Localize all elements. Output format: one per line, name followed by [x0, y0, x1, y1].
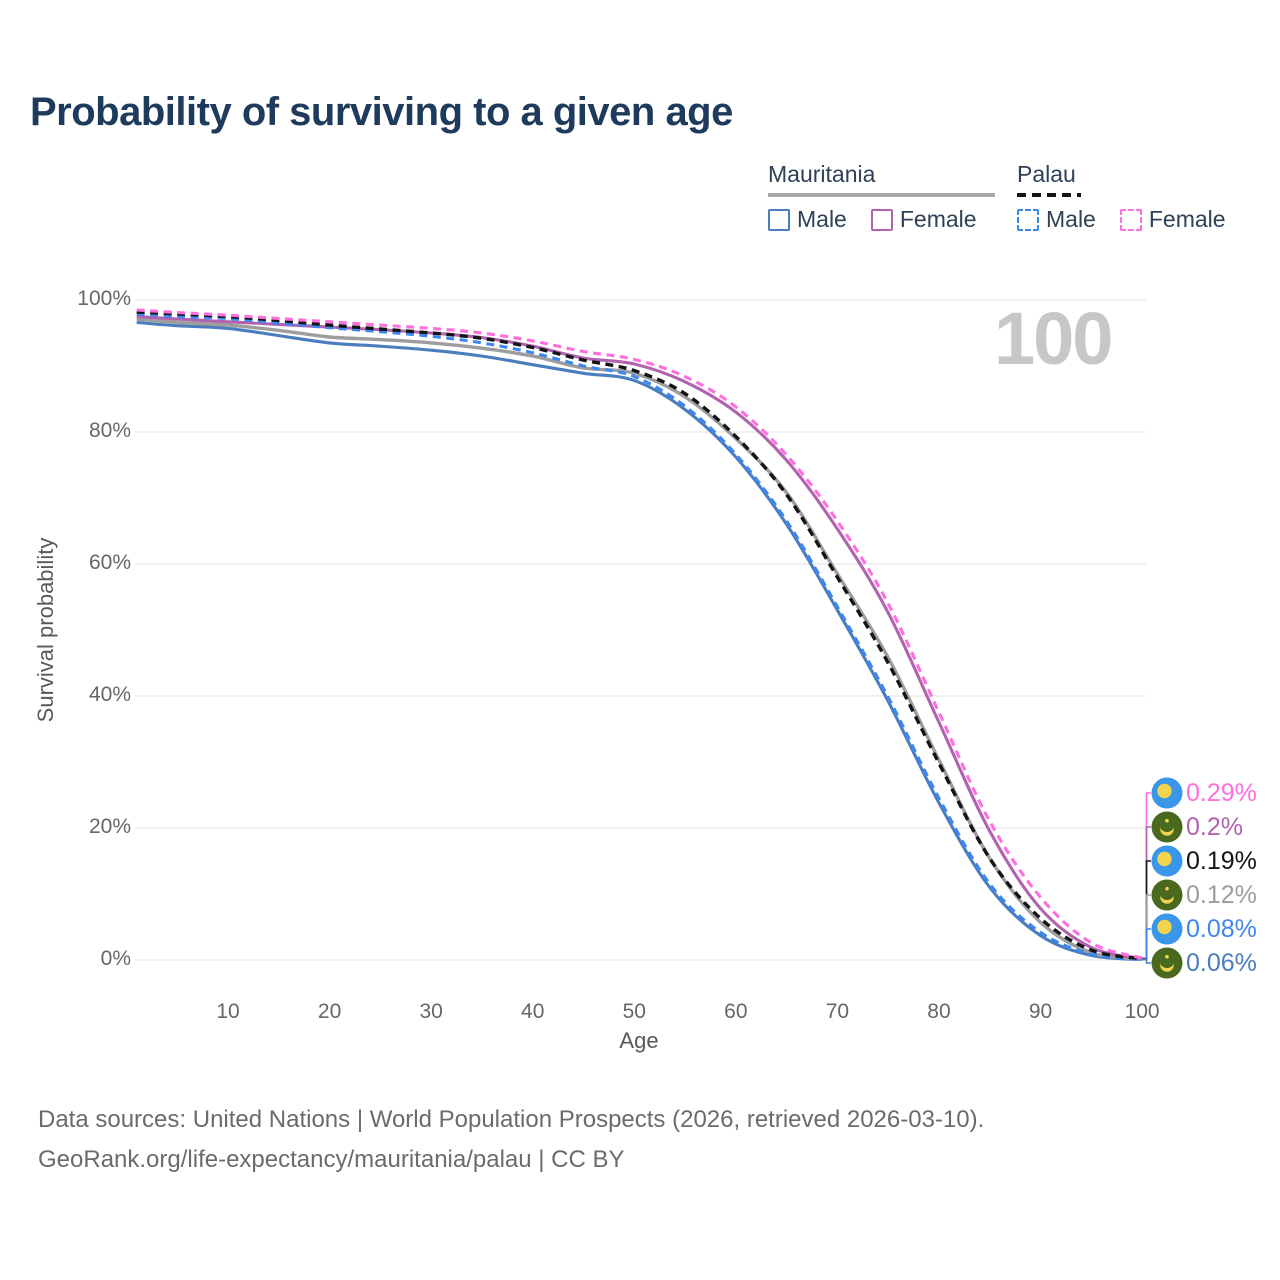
- palau-dashed-line-swatch: [1017, 193, 1081, 197]
- palau-female-swatch-icon: [1119, 208, 1142, 231]
- x-tick-label: 80: [927, 1000, 951, 1023]
- y-tick-label: 100%: [77, 287, 131, 310]
- legend-item-mauritania-female[interactable]: Female: [870, 206, 977, 233]
- mauritania-solid-line-swatch: [768, 193, 995, 197]
- curve-palau-female: [136, 308, 1143, 960]
- x-tick-label: 70: [825, 1000, 850, 1023]
- hover-age-watermark: 100: [994, 297, 1113, 380]
- legend-country-palau[interactable]: Palau: [1017, 161, 1076, 187]
- legend-group-palau: Palau Male Female: [1017, 161, 1244, 233]
- x-tick-label: 90: [1028, 1000, 1053, 1023]
- endpoint-label-mauritania-both-sexes: 0.12%: [1186, 881, 1257, 909]
- curve-mauritania-male: [136, 320, 1143, 962]
- legend-label-palau-female: Female: [1148, 206, 1226, 232]
- mauritania-flag-icon: [1151, 879, 1183, 911]
- x-tick-label: 60: [724, 1000, 748, 1023]
- x-axis-title: Age: [619, 1028, 659, 1053]
- mauritania-male-swatch-icon: [768, 208, 790, 231]
- mauritania-female-swatch-icon: [870, 208, 893, 231]
- attribution-text: GeoRank.org/life-expectancy/mauritania/p…: [38, 1146, 625, 1173]
- legend-item-palau-female[interactable]: Female: [1119, 206, 1226, 233]
- legend-group-mauritania: Mauritania Male Female: [768, 161, 995, 233]
- y-tick-label: 40%: [88, 683, 131, 706]
- palau-male-swatch-icon: [1017, 208, 1039, 231]
- legend-country-mauritania[interactable]: Mauritania: [768, 161, 876, 187]
- x-tick-label: 10: [216, 1000, 240, 1023]
- palau-flag-icon: [1151, 777, 1183, 809]
- legend-label-mauritania-female: Female: [899, 206, 977, 232]
- legend-item-palau-male[interactable]: Male: [1017, 206, 1096, 233]
- y-tick-label: 60%: [88, 551, 131, 574]
- mauritania-flag-icon: [1151, 811, 1183, 843]
- legend-label-mauritania-male: Male: [797, 206, 847, 232]
- y-tick-label: 80%: [88, 419, 131, 442]
- endpoint-label-mauritania-female: 0.2%: [1186, 813, 1243, 841]
- x-tick-label: 40: [521, 1000, 545, 1023]
- x-tick-label: 30: [419, 1000, 443, 1023]
- y-tick-label: 0%: [100, 947, 131, 970]
- data-sources-text: Data sources: United Nations | World Pop…: [38, 1106, 985, 1133]
- y-tick-label: 20%: [88, 815, 131, 838]
- x-tick-label: 100: [1124, 1000, 1160, 1023]
- legend-label-palau-male: Male: [1046, 206, 1096, 232]
- endpoint-label-palau-female: 0.29%: [1186, 779, 1257, 807]
- mauritania-flag-icon: [1151, 947, 1183, 979]
- page-title: Probability of surviving to a given age: [30, 90, 733, 134]
- palau-flag-icon: [1151, 845, 1183, 877]
- endpoint-label-mauritania-male: 0.06%: [1186, 949, 1257, 977]
- palau-flag-icon: [1151, 913, 1183, 945]
- legend-item-mauritania-male[interactable]: Male: [768, 206, 847, 233]
- curve-palau-male: [136, 312, 1143, 962]
- endpoint-connector-mauritania-male: [1142, 958, 1151, 964]
- curve-palau-both: [136, 310, 1143, 961]
- x-tick-label: 50: [622, 1000, 646, 1023]
- endpoint-label-palau-male: 0.08%: [1186, 915, 1257, 943]
- x-tick-label: 20: [317, 1000, 342, 1023]
- curve-mauritania-female: [136, 314, 1143, 961]
- plot-area[interactable]: [135, 295, 1146, 965]
- endpoint-label-palau-both-sexes: 0.19%: [1186, 847, 1257, 875]
